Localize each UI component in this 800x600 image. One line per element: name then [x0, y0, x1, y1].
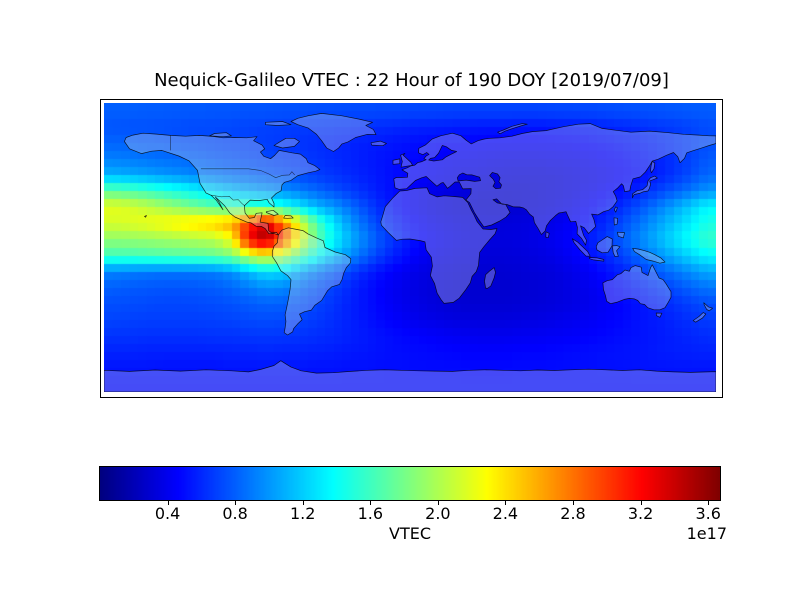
colorbar-tick-label: 1.2 [289, 504, 316, 523]
colorbar-gradient [100, 467, 720, 500]
colorbar-tick [708, 500, 710, 505]
colorbar-tick [167, 500, 169, 505]
colorbar-tick [302, 500, 304, 505]
colorbar-tick [235, 500, 237, 505]
world-coastlines-overlay [104, 113, 716, 392]
colorbar-tick-label: 0.8 [222, 504, 248, 523]
colorbar-offset-label: 1e17 [686, 524, 727, 543]
colorbar-tick [573, 500, 574, 505]
colorbar-tick [505, 500, 507, 505]
colorbar-tick-label: 3.6 [695, 504, 721, 523]
colorbar-tick [437, 500, 439, 505]
colorbar-tick-label: 3.2 [627, 504, 654, 523]
colorbar-tick-label: 1.6 [357, 504, 384, 523]
colorbar [99, 466, 721, 501]
plot-title: Nequick-Galileo VTEC : 22 Hour of 190 DO… [154, 70, 669, 91]
vtec-heatmap [104, 103, 716, 392]
colorbar-tick [640, 500, 642, 505]
colorbar-label: VTEC [389, 524, 431, 543]
map-axes-frame [100, 99, 723, 398]
colorbar-tick-label: 2.8 [560, 504, 586, 523]
colorbar-tick-label: 2.4 [492, 504, 519, 523]
colorbar-tick-label: 2.0 [425, 504, 451, 523]
colorbar-tick-label: 0.4 [154, 504, 181, 523]
colorbar-tick [370, 500, 372, 505]
